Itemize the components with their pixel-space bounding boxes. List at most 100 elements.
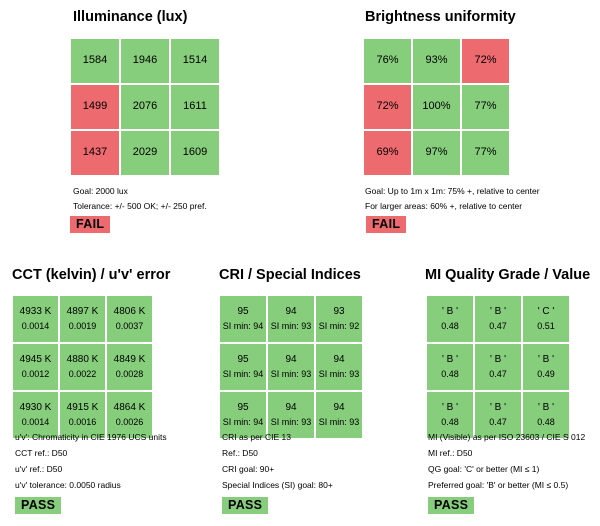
grid-cell: 97% xyxy=(413,131,460,175)
panel-title: Illuminance (lux) xyxy=(73,9,188,25)
qg-goal-note: QG goal: 'C' or better (MI ≤ 1) xyxy=(428,464,540,474)
cri-goal-note: CRI goal: 90+ xyxy=(222,464,275,474)
grid-cell: 2029 xyxy=(121,131,169,175)
cct-grid: 4933 K 0.0014 4897 K 0.0019 4806 K 0.0037 4… xyxy=(13,296,152,438)
mi-grid: ' B ' 0.48 ' B ' 0.47 ' C ' 0.51 ' B ' 0.48 … xyxy=(427,296,569,438)
grid-cell: 1499 xyxy=(71,85,119,129)
uv-error-value: 0.0037 xyxy=(115,320,144,331)
grid-cell: 72% xyxy=(364,85,411,129)
cell-value: 93% xyxy=(425,54,448,67)
grid-cell: 1609 xyxy=(171,131,219,175)
grid-cell: 76% xyxy=(364,39,411,83)
grid-cell: 95 SI min: 94 xyxy=(220,392,266,438)
mi-panel: MI Quality Grade / Value ' B ' 0.48 ' B '… xyxy=(425,267,600,522)
cri-standard-note: CRI as per CIE 13 xyxy=(222,432,291,442)
grid-cell: 77% xyxy=(462,131,509,175)
grid-cell: 69% xyxy=(364,131,411,175)
grid-cell: 95 SI min: 94 xyxy=(220,296,266,342)
cri-value: 94 xyxy=(333,402,345,414)
uv-ref-note: u'v' ref.: D50 xyxy=(15,464,63,474)
grid-cell: 4930 K 0.0014 xyxy=(13,392,58,438)
grid-cell: 4897 K 0.0019 xyxy=(60,296,105,342)
cri-value: 95 xyxy=(237,402,249,414)
cell-value: 97% xyxy=(425,146,448,159)
grid-cell: ' B ' 0.47 xyxy=(475,296,521,342)
grid-cell: 94 SI min: 93 xyxy=(316,392,362,438)
grid-cell: 95 SI min: 94 xyxy=(220,344,266,390)
cri-value: 93 xyxy=(333,306,345,318)
cell-value: 2029 xyxy=(132,146,158,159)
grid-cell: 1584 xyxy=(71,39,119,83)
cri-value: 94 xyxy=(333,354,345,366)
grid-cell: ' B ' 0.47 xyxy=(475,344,521,390)
mi-value: 0.48 xyxy=(441,416,459,427)
cct-value: 4864 K xyxy=(113,402,146,414)
mi-grade: ' B ' xyxy=(489,354,507,366)
cell-value: 76% xyxy=(376,54,399,67)
cct-value: 4806 K xyxy=(113,306,146,318)
si-min-value: SI min: 92 xyxy=(318,320,360,331)
grid-cell: 4880 K 0.0022 xyxy=(60,344,105,390)
tolerance-note: Tolerance: +/- 500 OK; +/- 250 pref. xyxy=(73,201,207,211)
cell-value: 1499 xyxy=(82,100,108,113)
grid-cell: 4933 K 0.0014 xyxy=(13,296,58,342)
cell-value: 77% xyxy=(474,146,497,159)
cct-value: 4880 K xyxy=(66,354,99,366)
grid-cell: 4915 K 0.0016 xyxy=(60,392,105,438)
illuminance-panel: Illuminance (lux) 1584 1946 1514 1499 20… xyxy=(70,9,273,233)
cct-value: 4933 K xyxy=(19,306,52,318)
grid-cell: 94 SI min: 93 xyxy=(316,344,362,390)
mi-value: 0.47 xyxy=(489,368,507,379)
cell-value: 1609 xyxy=(182,146,208,159)
cell-value: 1514 xyxy=(182,54,208,67)
result-badge: PASS xyxy=(428,497,475,514)
panel-title: MI Quality Grade / Value xyxy=(425,267,591,283)
uv-error-value: 0.0022 xyxy=(68,368,97,379)
mi-grade: ' B ' xyxy=(441,306,459,318)
cri-value: 95 xyxy=(237,306,249,318)
panel-title: Brightness uniformity xyxy=(365,9,516,25)
goal-note: Goal: Up to 1m x 1m: 75% +, relative to … xyxy=(365,186,540,196)
cell-value: 69% xyxy=(376,146,399,159)
result-badge: FAIL xyxy=(70,216,111,233)
grid-cell: 100% xyxy=(413,85,460,129)
result-badge: FAIL xyxy=(366,216,407,233)
cell-value: 1584 xyxy=(82,54,108,67)
uv-error-value: 0.0019 xyxy=(68,320,97,331)
mi-grade: ' C ' xyxy=(537,306,555,318)
si-min-value: SI min: 93 xyxy=(318,416,360,427)
si-goal-note: Special Indices (SI) goal: 80+ xyxy=(222,480,333,490)
cct-value: 4945 K xyxy=(19,354,52,366)
mi-value: 0.47 xyxy=(489,320,507,331)
mi-value: 0.48 xyxy=(441,320,459,331)
cct-value: 4849 K xyxy=(113,354,146,366)
cell-value: 1611 xyxy=(183,100,207,113)
cct-value: 4915 K xyxy=(66,402,99,414)
grid-cell: 94 SI min: 93 xyxy=(268,392,314,438)
grid-cell: 2076 xyxy=(121,85,169,129)
large-area-note: For larger areas: 60% +, relative to cen… xyxy=(365,201,523,211)
mi-grade: ' B ' xyxy=(537,402,555,414)
uv-error-value: 0.0014 xyxy=(21,416,50,427)
grid-cell: ' B ' 0.47 xyxy=(475,392,521,438)
uv-error-value: 0.0026 xyxy=(115,416,144,427)
cct-panel: CCT (kelvin) / u'v' error 4933 K 0.0014 4… xyxy=(12,267,207,522)
grid-cell: ' C ' 0.51 xyxy=(523,296,569,342)
si-min-value: SI min: 93 xyxy=(270,320,312,331)
grid-cell: 94 SI min: 93 xyxy=(268,296,314,342)
mi-value: 0.47 xyxy=(489,416,507,427)
mi-value: 0.48 xyxy=(441,368,459,379)
si-min-value: SI min: 93 xyxy=(318,368,360,379)
cell-value: 72% xyxy=(474,54,497,67)
cell-value: 1946 xyxy=(132,54,158,67)
cri-value: 94 xyxy=(285,354,297,366)
grid-cell: 1437 xyxy=(71,131,119,175)
uv-definition-note: u'v': Chromaticity in CIE 1976 UCS units xyxy=(15,432,167,442)
mi-grade: ' B ' xyxy=(489,402,507,414)
mi-value: 0.51 xyxy=(537,320,555,331)
panel-title: CRI / Special Indices xyxy=(219,267,361,283)
grid-cell: 93% xyxy=(413,39,460,83)
si-min-value: SI min: 94 xyxy=(222,416,264,427)
uniformity-panel: Brightness uniformity 76% 93% 72% 72% 10… xyxy=(364,9,595,233)
si-min-value: SI min: 94 xyxy=(222,320,264,331)
